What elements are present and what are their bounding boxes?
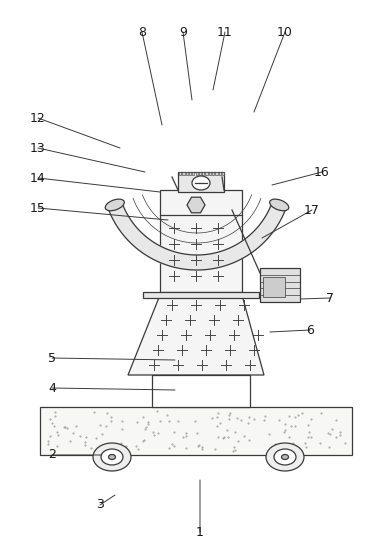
Text: 14: 14 <box>30 172 46 184</box>
Bar <box>222 172 224 175</box>
Bar <box>182 172 184 175</box>
Bar <box>195 172 198 175</box>
Bar <box>186 172 188 175</box>
Ellipse shape <box>108 455 115 459</box>
Bar <box>152 375 250 407</box>
Text: 17: 17 <box>304 203 320 217</box>
Text: 3: 3 <box>96 498 104 511</box>
Text: 8: 8 <box>138 26 146 38</box>
Bar <box>192 172 194 175</box>
Ellipse shape <box>192 176 210 190</box>
Ellipse shape <box>105 199 124 211</box>
Bar <box>178 172 224 192</box>
Bar <box>202 172 204 175</box>
Text: 16: 16 <box>314 166 330 178</box>
Bar <box>206 172 207 175</box>
Text: 9: 9 <box>179 26 187 38</box>
Bar <box>209 172 211 175</box>
Text: 12: 12 <box>30 112 46 125</box>
Ellipse shape <box>93 443 131 471</box>
Polygon shape <box>187 197 205 213</box>
Text: 5: 5 <box>48 352 56 364</box>
Text: 10: 10 <box>277 26 293 38</box>
Text: 2: 2 <box>48 449 56 462</box>
Bar <box>215 172 218 175</box>
Text: 13: 13 <box>30 142 46 154</box>
Ellipse shape <box>274 449 296 465</box>
Bar <box>160 190 242 292</box>
Bar <box>143 292 259 298</box>
Bar <box>260 268 300 302</box>
Text: 11: 11 <box>217 26 233 38</box>
Bar <box>199 172 201 175</box>
Bar <box>219 172 221 175</box>
Bar <box>189 172 191 175</box>
Ellipse shape <box>101 449 123 465</box>
Bar <box>179 172 181 175</box>
Polygon shape <box>128 295 264 375</box>
Polygon shape <box>108 202 286 270</box>
Text: 7: 7 <box>326 292 334 305</box>
Text: 15: 15 <box>30 201 46 214</box>
Ellipse shape <box>266 443 304 471</box>
Bar <box>263 277 285 297</box>
Ellipse shape <box>269 199 289 211</box>
Ellipse shape <box>282 455 289 459</box>
Bar <box>40 407 352 455</box>
Bar <box>212 172 214 175</box>
Text: 6: 6 <box>306 323 314 336</box>
Text: 1: 1 <box>196 526 204 538</box>
Text: 4: 4 <box>48 381 56 394</box>
